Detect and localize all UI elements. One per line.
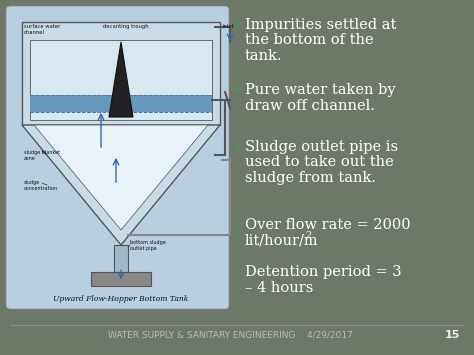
Polygon shape [91,272,151,286]
Polygon shape [34,125,208,230]
Text: the bottom of the: the bottom of the [245,33,374,48]
Text: ♦: ♦ [232,19,243,32]
Text: used to take out the: used to take out the [245,155,394,169]
Text: sludge from tank.: sludge from tank. [245,171,376,185]
Text: – 4 hours: – 4 hours [245,280,313,295]
Text: ♦: ♦ [232,141,243,154]
Polygon shape [114,245,128,272]
Text: tank.: tank. [245,49,283,63]
FancyBboxPatch shape [6,6,229,309]
Polygon shape [109,42,133,117]
Text: surface water
channel: surface water channel [24,24,60,35]
Text: decanting trough: decanting trough [103,24,149,29]
Text: Over flow rate = 2000: Over flow rate = 2000 [245,218,410,232]
Text: Upward Flow-Hopper Bottom Tank: Upward Flow-Hopper Bottom Tank [53,295,189,303]
Text: sludge blanket
zone: sludge blanket zone [24,150,60,161]
Text: ♦: ♦ [232,84,243,97]
Text: 2: 2 [305,230,311,240]
Text: draw off channel.: draw off channel. [245,98,375,113]
Text: sludge
concentration: sludge concentration [24,180,58,191]
Text: Impurities settled at: Impurities settled at [245,18,396,32]
Text: lit/hour/m: lit/hour/m [245,234,319,247]
Polygon shape [30,40,212,120]
Polygon shape [22,125,220,245]
Text: inlet: inlet [223,24,235,29]
Text: WATER SUPPLY & SANITARY ENGINEERING    4/29/2017: WATER SUPPLY & SANITARY ENGINEERING 4/29… [108,330,353,339]
Polygon shape [22,22,220,125]
Text: 15: 15 [445,330,460,340]
Text: ❯: ❯ [232,266,243,279]
Text: Pure water taken by: Pure water taken by [245,83,396,97]
Polygon shape [30,95,212,112]
Text: Detention period = 3: Detention period = 3 [245,265,401,279]
Text: ❯: ❯ [232,219,243,232]
Text: Sludge outlet pipe is: Sludge outlet pipe is [245,140,398,154]
Text: bottom sludge
outlet pipe: bottom sludge outlet pipe [130,240,166,251]
